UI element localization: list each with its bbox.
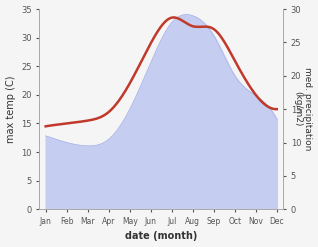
Y-axis label: max temp (C): max temp (C) — [5, 75, 16, 143]
X-axis label: date (month): date (month) — [125, 231, 197, 242]
Y-axis label: med. precipitation
(kg/m2): med. precipitation (kg/m2) — [293, 67, 313, 151]
